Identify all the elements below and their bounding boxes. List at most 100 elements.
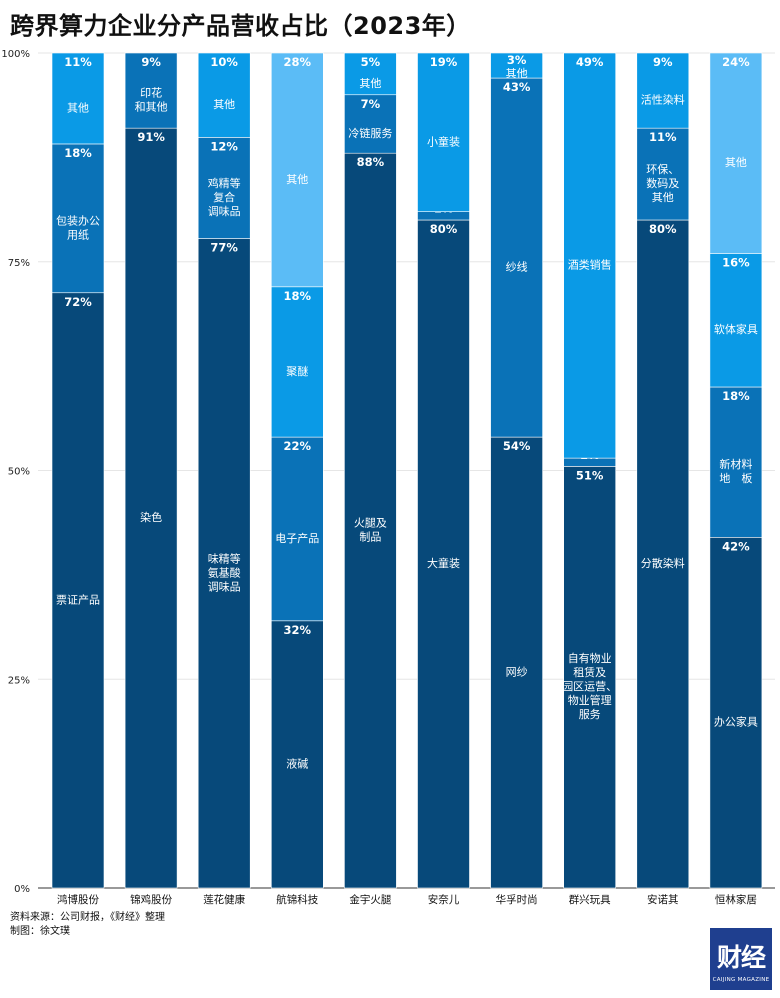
segment-label: 新材料 [719, 457, 752, 471]
segment-label: 液碱 [286, 756, 308, 770]
segment-label: 自有物业 [568, 651, 612, 665]
bar-segment [417, 52, 470, 212]
data-label: 54% [503, 439, 531, 453]
segment-label: 调味品 [208, 580, 241, 593]
segment-label: 调味品 [208, 205, 241, 218]
segment-label: 环保、 [646, 162, 679, 176]
data-label: 80% [649, 222, 677, 236]
segment-label: 和其他 [135, 101, 168, 114]
data-label: 18% [722, 389, 750, 403]
bar-segment [270, 620, 324, 889]
y-tick-label: 0% [14, 884, 30, 895]
data-label: 18% [284, 289, 312, 303]
bar-华孚时尚: 54% 网纱 43% 纱线 3%其他 [490, 52, 543, 889]
segment-label: 味精等 [208, 551, 241, 565]
x-tick-label: 金宇火腿 [349, 893, 391, 906]
segment-label: 纱线 [506, 260, 528, 274]
bar-segment [636, 219, 690, 889]
data-label: 51% [576, 468, 604, 482]
segment-label: 制品 [359, 531, 381, 544]
bar-segment [417, 219, 470, 889]
bar-segment [490, 77, 543, 438]
data-label: 49% [576, 55, 604, 69]
bar-segment [709, 386, 763, 538]
logo-subtext: CAIJING MAGAZINE [712, 977, 770, 983]
y-axis-ticks: 0% 25% 50% 75% 100% [1, 49, 30, 895]
segment-label: 电子产品 [275, 531, 319, 545]
data-label: 9% [141, 55, 161, 69]
segment-label: 聚醚 [286, 364, 308, 378]
data-label: 19% [430, 55, 458, 69]
segment-label: 数码及 [646, 177, 679, 190]
bar-segment [124, 52, 178, 129]
x-tick-label: 恒林家居 [715, 893, 757, 906]
data-label: 28% [284, 55, 312, 69]
segment-label: 网纱 [506, 666, 528, 679]
data-label: 72% [64, 295, 92, 309]
bar-segment [563, 52, 617, 459]
segment-label: 火腿及 [354, 517, 387, 530]
segment-label: 票证产品 [56, 592, 100, 606]
bar-segment [344, 52, 397, 96]
segment-label: 染色 [140, 510, 162, 524]
logo-text: 财经 [716, 943, 766, 972]
x-tick-label: 锦鸡股份 [130, 893, 172, 906]
x-axis-ticks: 鸿博股份 锦鸡股份 莲花健康 航锦科技 金宇火腿 安奈儿 华孚时尚 群兴玩具 安诺其 恒林家居 [57, 893, 757, 906]
bar-segment [344, 152, 397, 889]
bar-segment [197, 238, 251, 889]
bar-segment [709, 253, 763, 388]
data-label: 9% [653, 55, 673, 69]
segment-label: 其他 [67, 101, 89, 114]
bar-segment [51, 292, 105, 889]
y-tick-label: 25% [8, 675, 30, 686]
bar-segment [636, 127, 690, 221]
bar-segment [124, 127, 178, 889]
author-note: 制图：徐文璞 [10, 926, 70, 937]
segment-label: 分散染料 [641, 556, 685, 570]
segment-label: 复合 [213, 190, 235, 204]
data-label: 77% [210, 241, 238, 255]
data-label: 12% [210, 139, 238, 153]
bar-segment [636, 52, 690, 129]
segment-label: 用纸 [67, 228, 89, 241]
segment-label: 氨基酸 [208, 565, 241, 579]
segment-label: 其他 [652, 191, 674, 204]
source-note: 资料来源：公司财报，《财经》整理 [10, 912, 165, 923]
data-label: 43% [503, 80, 531, 94]
bar-segment [490, 436, 543, 889]
segment-label: 其他 [506, 67, 528, 80]
segment-label: 小童装 [427, 134, 460, 148]
segment-label: 活性染料 [641, 93, 685, 107]
x-tick-label: 群兴玩具 [569, 893, 611, 906]
bar-segment [51, 52, 105, 145]
data-label: 11% [64, 55, 92, 69]
y-tick-label: 100% [1, 49, 30, 60]
segment-label: 印花 [140, 87, 162, 100]
bar-segment [197, 52, 251, 138]
segment-label: 服务 [579, 708, 601, 721]
bar-航锦科技: 32% 液碱 22% 电子产品 18% 聚醚 28% 其他 [270, 52, 324, 889]
bar-segment [51, 143, 105, 294]
segment-label: 其他 [359, 77, 381, 90]
data-label: 32% [284, 623, 312, 637]
bar-segment [709, 52, 763, 254]
segment-label: 其他 [213, 98, 235, 111]
data-label: 42% [722, 539, 750, 553]
data-label: 80% [430, 222, 458, 236]
data-label: 5% [361, 55, 381, 69]
segment-label: 办公家具 [714, 715, 758, 729]
data-label: 7% [361, 97, 381, 111]
data-label: 16% [722, 255, 750, 269]
data-label: 11% [649, 130, 677, 144]
y-tick-label: 75% [8, 258, 30, 269]
chart-title: 跨界算力企业分产品营收占比（2023年） [10, 12, 471, 40]
bar-segment [563, 466, 617, 889]
